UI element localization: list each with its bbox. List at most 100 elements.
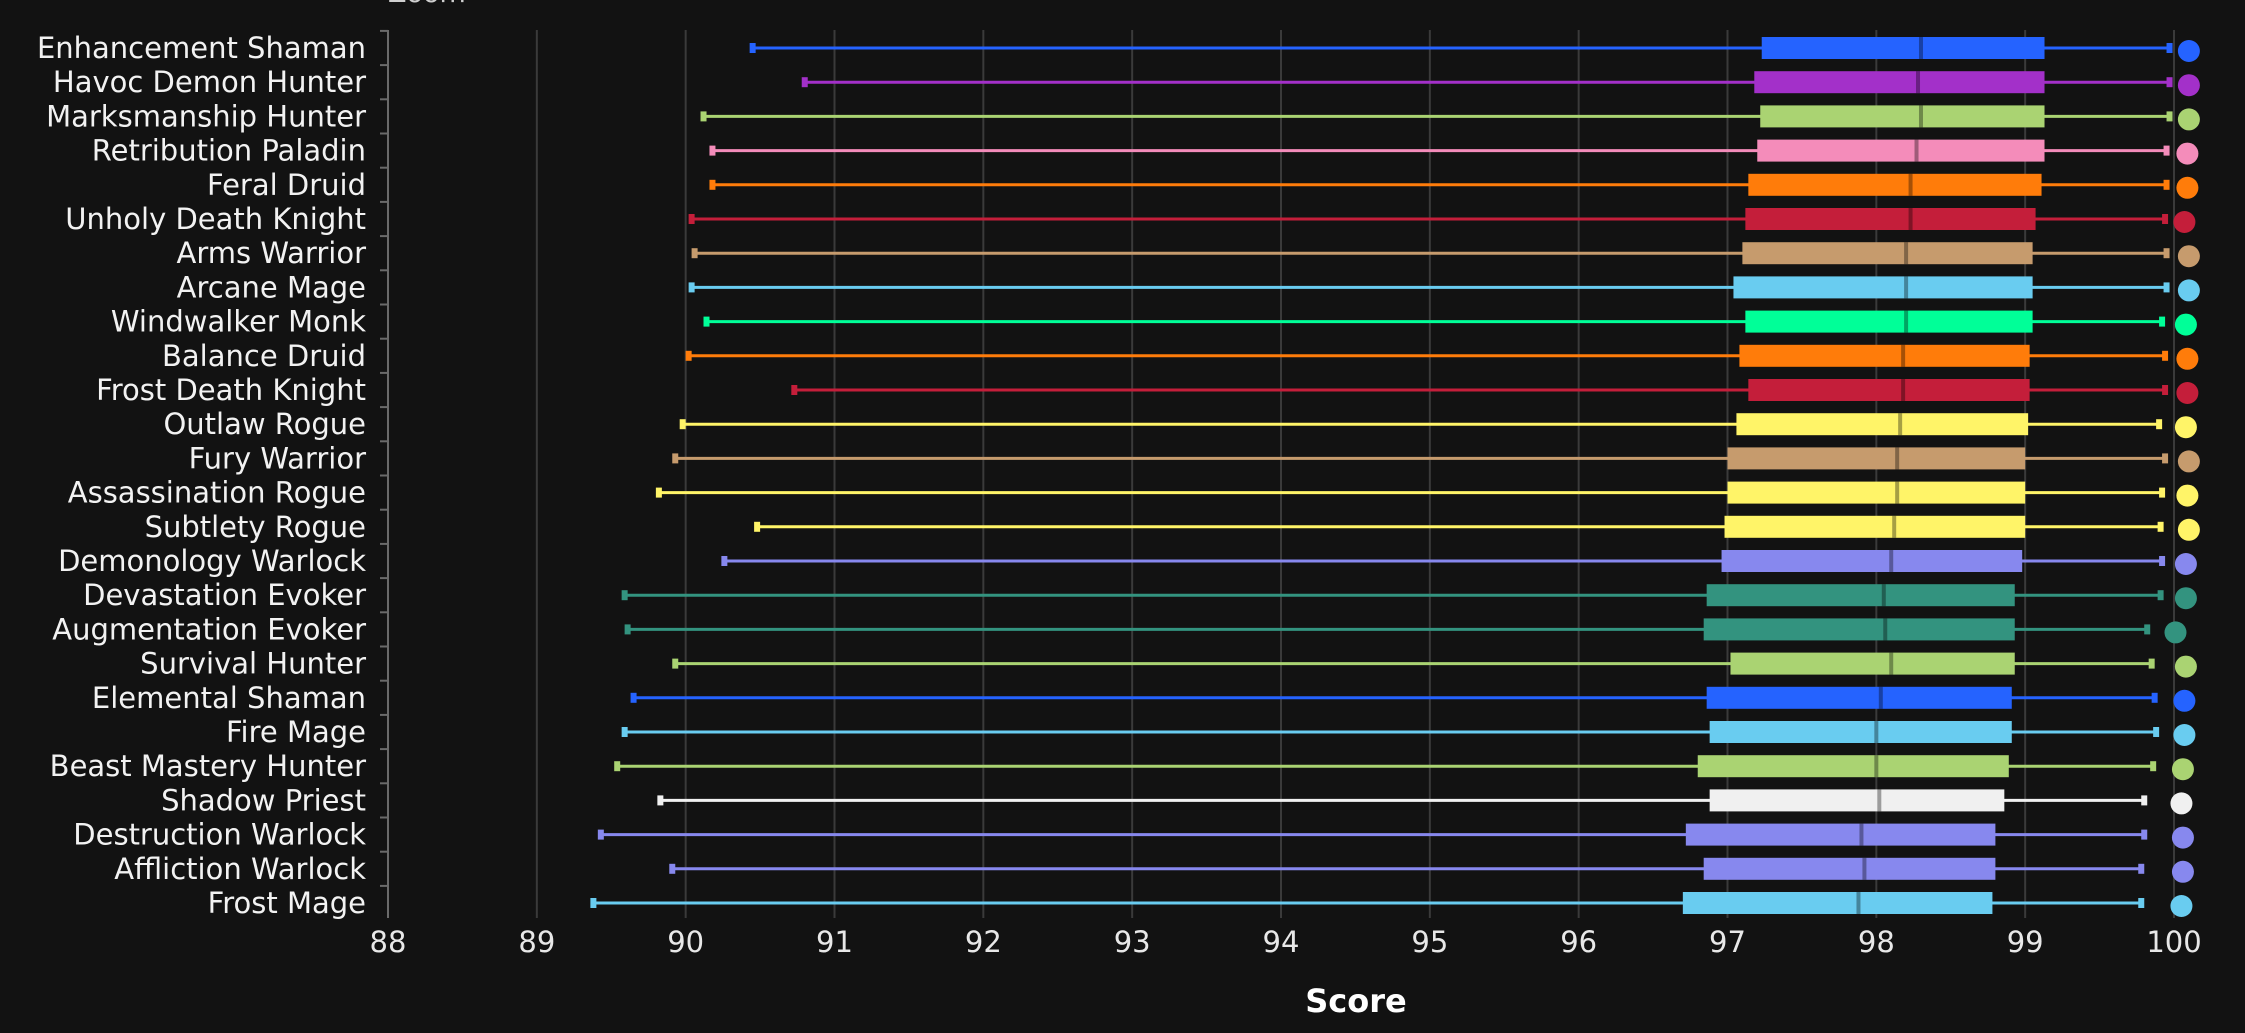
outlier-point[interactable] — [2176, 176, 2199, 199]
category-label: Demonology Warlock — [58, 544, 366, 578]
box-series[interactable] — [749, 37, 2200, 62]
box-series[interactable] — [791, 379, 2199, 404]
box-series[interactable] — [691, 242, 2200, 268]
outlier-point[interactable] — [2164, 621, 2187, 644]
box-series[interactable] — [754, 515, 2200, 541]
box-series[interactable] — [621, 721, 2196, 746]
whisker-min-cap — [691, 248, 698, 259]
box-series[interactable] — [679, 413, 2197, 439]
outlier-point[interactable] — [2176, 142, 2199, 165]
iqr-box[interactable] — [1721, 550, 2023, 572]
iqr-box[interactable] — [1736, 413, 2029, 436]
box-series[interactable] — [630, 686, 2196, 712]
outlier-point[interactable] — [2173, 211, 2196, 233]
iqr-box[interactable] — [1703, 857, 1996, 880]
outlier-point[interactable] — [2171, 826, 2194, 849]
category-label: Retribution Paladin — [92, 134, 366, 168]
category-label: Subtlety Rogue — [145, 510, 366, 544]
whisker-max-cap — [2138, 863, 2145, 874]
outlier-point[interactable] — [2171, 860, 2194, 883]
outlier-point[interactable] — [2177, 40, 2200, 62]
box-series[interactable] — [614, 755, 2194, 781]
outlier-point[interactable] — [2177, 279, 2200, 302]
outlier-point[interactable] — [2176, 347, 2199, 370]
iqr-box[interactable] — [1706, 584, 2015, 607]
category-label: Fury Warrior — [189, 441, 367, 475]
box-series[interactable] — [703, 310, 2197, 336]
iqr-box[interactable] — [1682, 892, 1993, 914]
outlier-point[interactable] — [2176, 484, 2199, 507]
median-mark — [1904, 276, 1909, 299]
outlier-point[interactable] — [2177, 108, 2200, 131]
iqr-box[interactable] — [1757, 139, 2045, 162]
iqr-box[interactable] — [1733, 276, 2033, 299]
x-tick-label: 92 — [965, 925, 1002, 959]
box-series[interactable] — [709, 173, 2199, 199]
outlier-point[interactable] — [2170, 792, 2193, 815]
median-mark — [1862, 857, 1867, 880]
iqr-box[interactable] — [1727, 481, 2026, 504]
box-series[interactable] — [624, 618, 2187, 644]
iqr-box[interactable] — [1760, 105, 2045, 128]
box-series[interactable] — [700, 105, 2200, 131]
outlier-point[interactable] — [2174, 416, 2197, 439]
outlier-point[interactable] — [2174, 655, 2197, 678]
iqr-box[interactable] — [1748, 173, 2042, 196]
outlier-point[interactable] — [2173, 689, 2196, 712]
outlier-point[interactable] — [2174, 587, 2197, 610]
box-series[interactable] — [597, 823, 2194, 849]
box-series[interactable] — [590, 892, 2193, 917]
box-series[interactable] — [672, 447, 2200, 473]
box-series[interactable] — [688, 276, 2200, 302]
iqr-box[interactable] — [1724, 515, 2026, 538]
iqr-box[interactable] — [1745, 208, 2036, 230]
box-series[interactable] — [709, 139, 2199, 165]
box-series[interactable] — [688, 208, 2196, 233]
median-mark — [1859, 823, 1864, 846]
outlier-point[interactable] — [2170, 895, 2193, 917]
outlier-point[interactable] — [2177, 245, 2200, 268]
zoom-label[interactable]: Zoom — [388, 0, 466, 9]
outlier-point[interactable] — [2177, 450, 2200, 473]
whisker-min-cap — [685, 350, 692, 361]
iqr-box[interactable] — [1761, 37, 2045, 59]
iqr-box[interactable] — [1745, 310, 2033, 333]
outlier-point[interactable] — [2173, 724, 2196, 746]
outlier-point[interactable] — [2174, 553, 2197, 575]
box-series[interactable] — [655, 481, 2199, 507]
iqr-box[interactable] — [1739, 344, 2030, 367]
iqr-box[interactable] — [1742, 242, 2033, 265]
category-label: Destruction Warlock — [73, 818, 366, 852]
iqr-box[interactable] — [1697, 755, 2009, 778]
iqr-box[interactable] — [1685, 823, 1996, 846]
iqr-box[interactable] — [1703, 618, 2015, 641]
outlier-point[interactable] — [2176, 382, 2199, 404]
whisker-max-cap — [2157, 590, 2164, 601]
iqr-box[interactable] — [1727, 447, 2026, 470]
iqr-box[interactable] — [1754, 71, 2045, 94]
box-series[interactable] — [801, 71, 2200, 97]
box-series[interactable] — [657, 789, 2193, 815]
outlier-point[interactable] — [2171, 758, 2194, 781]
box-series[interactable] — [621, 584, 2197, 610]
iqr-box[interactable] — [1730, 652, 2015, 675]
iqr-box[interactable] — [1709, 721, 2012, 743]
category-label: Frost Death Knight — [96, 373, 366, 407]
box-series[interactable] — [669, 857, 2194, 883]
whisker-min-cap — [703, 316, 710, 327]
box-series[interactable] — [721, 550, 2197, 575]
whisker-min-cap — [655, 487, 662, 498]
box-series[interactable] — [672, 652, 2197, 678]
outlier-point[interactable] — [2177, 74, 2200, 97]
outlier-point[interactable] — [2174, 313, 2197, 336]
iqr-box[interactable] — [1709, 789, 2005, 812]
category-label: Arcane Mage — [177, 270, 366, 304]
x-tick-label: 96 — [1560, 925, 1597, 959]
x-tick-label: 97 — [1709, 925, 1746, 959]
outlier-point[interactable] — [2177, 518, 2200, 541]
iqr-box[interactable] — [1748, 379, 2030, 401]
whisker-max-cap — [2163, 248, 2170, 259]
iqr-box[interactable] — [1706, 686, 2012, 709]
box-series[interactable] — [685, 344, 2199, 370]
whisker-min-cap — [679, 419, 686, 430]
